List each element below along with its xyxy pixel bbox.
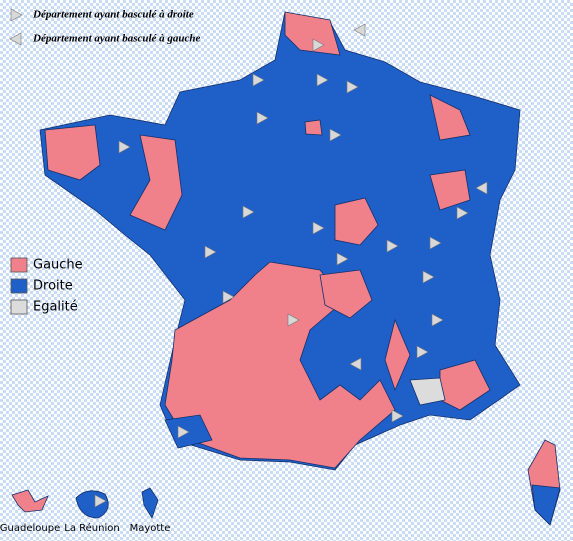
switch-markers: [94, 23, 488, 508]
southwest: [164, 261, 396, 469]
departments: [11, 11, 561, 526]
switch-marker: [475, 181, 488, 195]
legend-label: Département ayant basculé à gauche: [32, 33, 201, 45]
switch-marker: [391, 409, 404, 423]
switch-marker: [429, 236, 442, 250]
switch-marker: [242, 205, 255, 219]
mayotte: [141, 487, 159, 519]
lorraine: [429, 94, 471, 141]
switch-marker: [9, 32, 22, 46]
legend-label: Droite: [33, 279, 73, 294]
legend-label: Gauche: [33, 258, 83, 273]
switch-marker: [431, 313, 444, 327]
switch-marker: [118, 140, 131, 154]
switch-marker: [316, 73, 329, 87]
inset-label: Guadeloupe: [0, 523, 60, 534]
limousin: [319, 269, 373, 319]
switch-marker: [252, 73, 265, 87]
switch-marker: [346, 80, 359, 94]
corsica-south: [531, 484, 561, 526]
legend-label: Egalité: [33, 300, 78, 315]
legend-swatch: [10, 257, 28, 273]
guadeloupe: [11, 489, 49, 513]
switch-marker: [287, 313, 300, 327]
nord: [284, 11, 341, 56]
egalite: [409, 377, 446, 406]
brittany-east: [129, 134, 183, 231]
switch-marker: [329, 128, 342, 142]
switch-marker: [10, 8, 23, 22]
switch-marker: [336, 252, 349, 266]
brittany-west: [44, 124, 101, 181]
legend-swatch: [10, 278, 28, 294]
switch-marker: [456, 206, 469, 220]
legend-label: Département ayant basculé à droite: [32, 9, 194, 21]
switch-marker: [222, 290, 235, 304]
switch-marker: [312, 221, 325, 235]
switch-marker: [416, 345, 429, 359]
switch-marker: [349, 357, 362, 371]
rhone: [384, 318, 411, 392]
switch-marker: [204, 245, 217, 259]
inset-label: Mayotte: [130, 523, 171, 534]
switch-marker: [422, 270, 435, 284]
switch-marker: [177, 425, 190, 439]
centre: [334, 197, 379, 246]
switch-marker: [256, 111, 269, 125]
switch-marker: [386, 239, 399, 253]
paris: [304, 119, 323, 136]
franche-comte: [429, 169, 471, 211]
switch-marker: [94, 494, 107, 508]
switch-marker: [353, 23, 366, 37]
legend: Département ayant basculé à droite Départ…: [9, 8, 201, 315]
switch-marker: [312, 38, 325, 52]
legend-swatch: [10, 299, 28, 315]
inset-label: La Réunion: [64, 522, 119, 534]
